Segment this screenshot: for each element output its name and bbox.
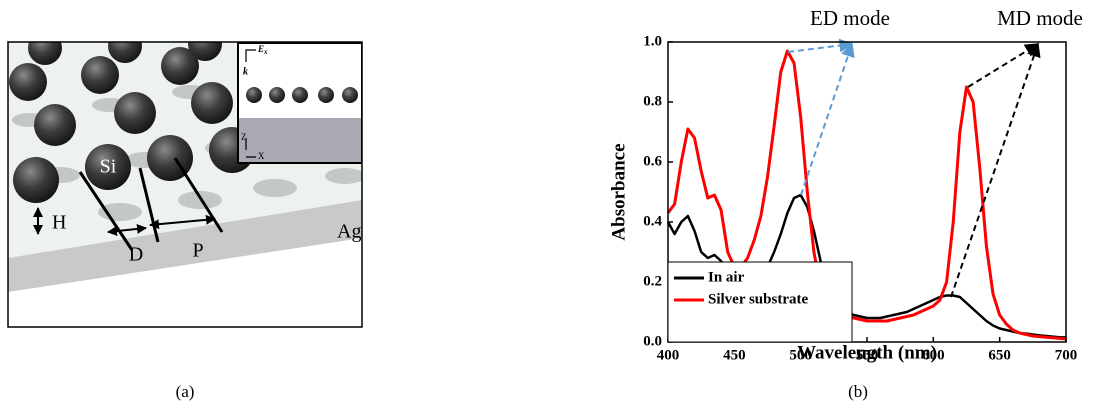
ex-main: E (257, 44, 264, 54)
ex-sub: x (263, 48, 268, 56)
legend: In air Silver substrate (667, 261, 853, 343)
p-label: P (192, 240, 203, 262)
inset-spheres (246, 87, 358, 103)
mode-arrow (967, 43, 1040, 88)
x-tick-label: 700 (1055, 347, 1078, 363)
y-tick-label: 0.6 (643, 153, 662, 169)
silver-substrate (8, 200, 362, 292)
inset-axes-top (245, 49, 256, 62)
legend-label: In air (708, 269, 745, 285)
y-tick-label: 0.2 (643, 273, 662, 289)
k-label: k (243, 66, 248, 77)
d-guide (78, 171, 134, 251)
mode-arrow (950, 42, 1041, 298)
x-tick-label: 500 (789, 347, 812, 363)
y-tick-label: 0.4 (643, 213, 662, 229)
x-label: X (258, 151, 265, 161)
annotation: ED mode (810, 6, 890, 30)
inset-axes-bottom (245, 138, 256, 158)
x-tick-label: 650 (988, 347, 1011, 363)
legend-label: Silver substrate (708, 291, 808, 307)
y-tick-label: 1.0 (643, 33, 662, 49)
p-arrow (149, 214, 216, 230)
schematic: Si H D P Ag Ex k Z X (8, 42, 362, 327)
ex-label: Ex (257, 44, 268, 56)
x-axis-label: Wavelength (nm) (797, 342, 937, 363)
caption: (a) (176, 382, 195, 401)
d-arrow (107, 223, 147, 237)
si-label: Si (100, 156, 117, 178)
x-tick-label: 450 (723, 347, 746, 363)
annotation: MD mode (997, 6, 1083, 30)
x-tick-label: 400 (657, 347, 680, 363)
legend-box (667, 261, 853, 343)
mode-arrow (800, 42, 855, 196)
y-axis-label: Absorbance (608, 143, 629, 240)
x-tick-label: 550 (856, 347, 879, 363)
chart: 0.0 0.2 0.4 0.6 0.8 1.0 400 450 500 550 600 650 700 I… (643, 33, 1077, 363)
schematic-frame (7, 41, 363, 328)
d-label: D (129, 244, 143, 266)
ag-label: Ag (337, 221, 361, 243)
si-spheres (9, 42, 322, 203)
y-tick-label: 0.8 (643, 93, 662, 109)
d-guide (138, 167, 160, 243)
h-label: H (52, 212, 66, 234)
z-label: Z (241, 132, 247, 142)
caption: (b) (848, 382, 868, 401)
x-tick-label: 600 (922, 347, 945, 363)
y-tick-label: 0.0 (643, 333, 662, 349)
inset-substrate (239, 118, 361, 162)
mode-arrow (787, 38, 854, 53)
